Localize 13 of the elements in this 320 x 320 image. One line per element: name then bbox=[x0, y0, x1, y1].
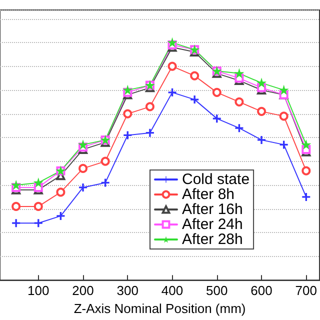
x-tick-label: 400 bbox=[161, 283, 184, 298]
x-axis-title: Z-Axis Nominal Position (mm) bbox=[74, 301, 246, 316]
x-tick-label: 100 bbox=[28, 283, 50, 298]
x-tick-label: 600 bbox=[250, 283, 272, 298]
legend-label: After 24h bbox=[182, 216, 243, 233]
x-tick-label: 500 bbox=[206, 283, 228, 298]
legend-label: After 28h bbox=[182, 231, 243, 248]
legend-label: Cold state bbox=[182, 171, 250, 188]
x-tick-label: 300 bbox=[116, 283, 138, 298]
x-tick-label: 200 bbox=[72, 283, 94, 298]
legend-label: After 16h bbox=[182, 201, 243, 218]
legend-label: After 8h bbox=[182, 186, 235, 203]
x-tick-label: 700 bbox=[295, 283, 318, 298]
